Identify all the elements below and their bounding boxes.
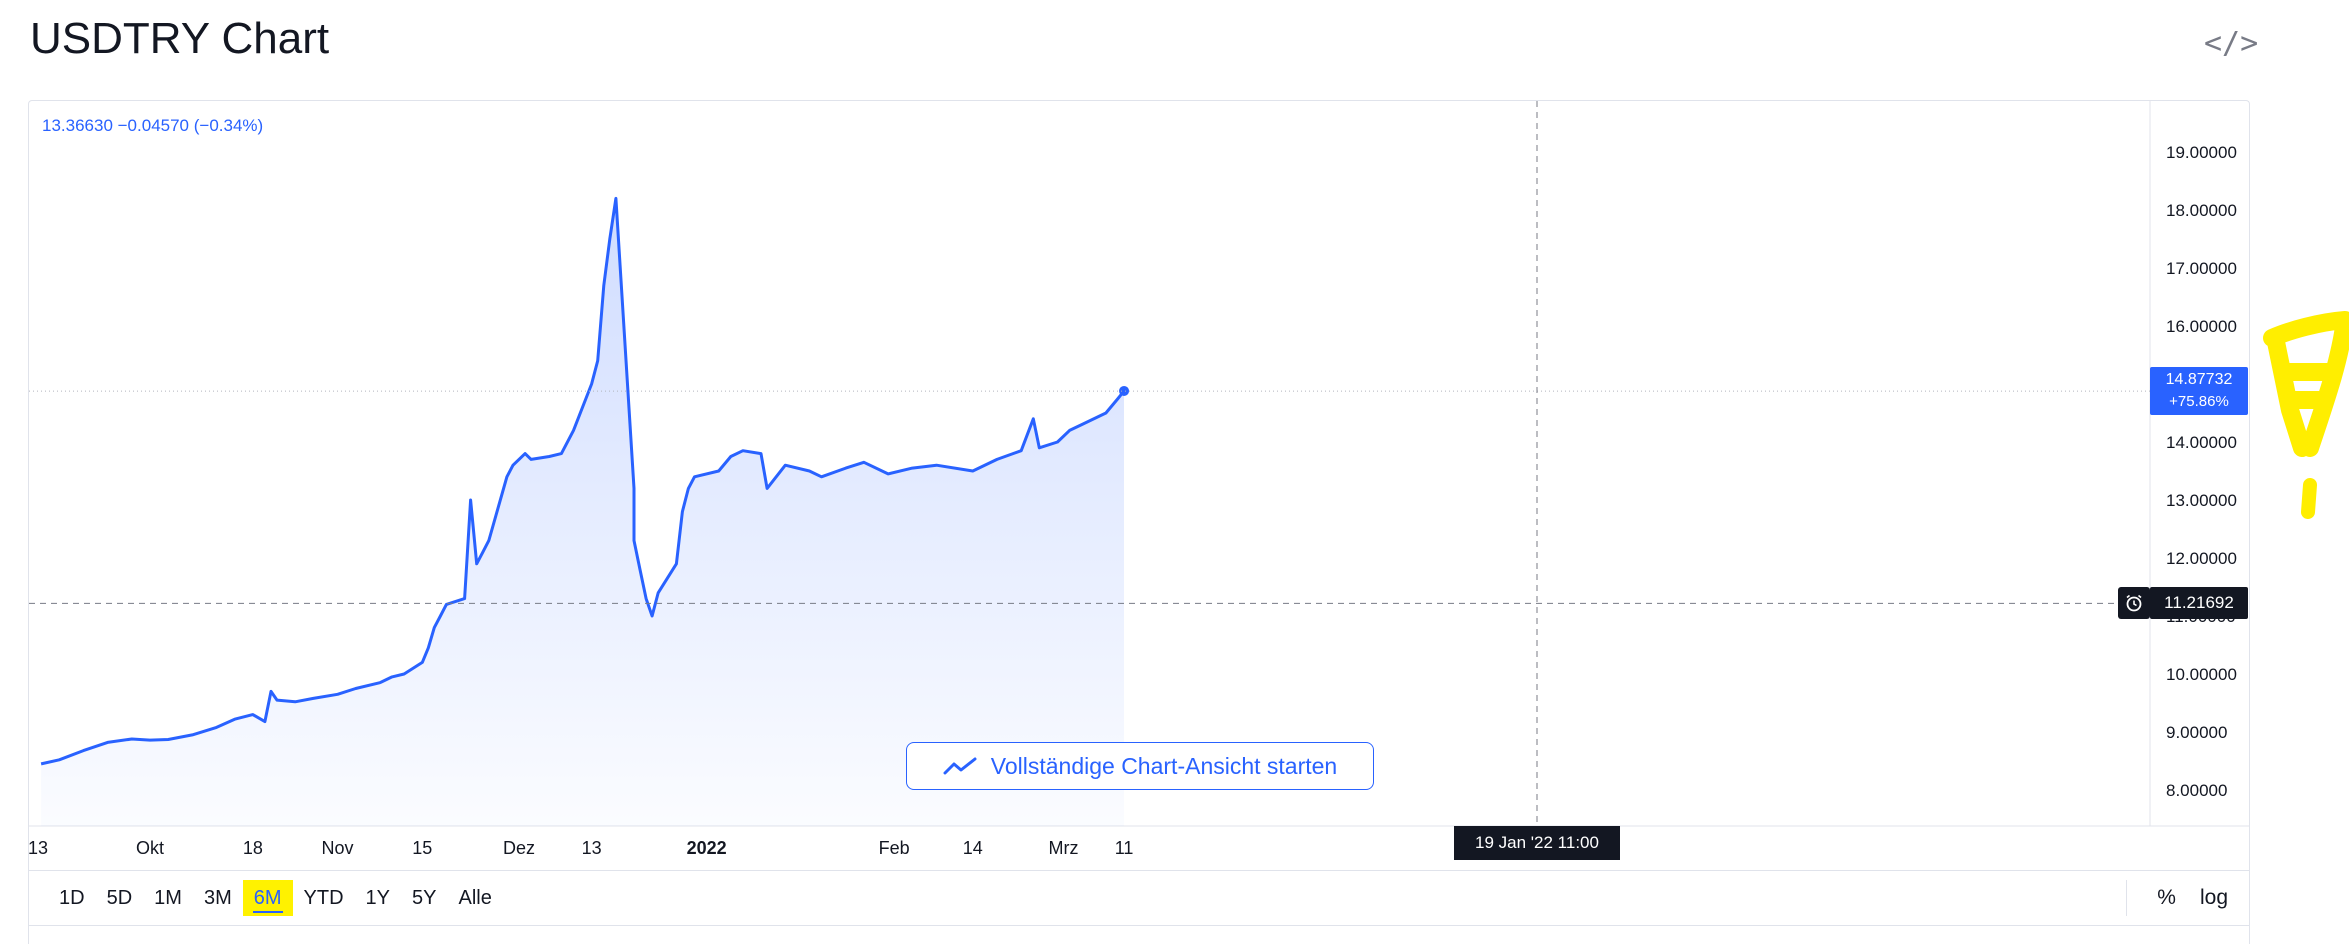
full-chart-button-label: Vollständige Chart-Ansicht starten [990, 752, 1338, 779]
y-tick-label: 19.00000 [2166, 143, 2237, 162]
y-tick-label: 8.00000 [2166, 781, 2227, 800]
range-button-6m[interactable]: 6M [242, 880, 293, 916]
y-tick-label: 14.00000 [2166, 433, 2237, 452]
range-button-1d[interactable]: 1D [59, 887, 85, 909]
scale-tools: % log [2126, 880, 2240, 916]
crosshair-time-tag: 19 Jan '22 11:00 [1454, 826, 1620, 860]
series-area [41, 198, 1125, 826]
log-scale-button[interactable]: log [2199, 886, 2228, 909]
range-button-ytd[interactable]: YTD [303, 887, 344, 909]
last-price-tag: 14.87732 +75.86% [2150, 367, 2248, 416]
full-chart-button[interactable]: Vollständige Chart-Ansicht starten [906, 742, 1374, 790]
x-tick-label: Okt [136, 838, 164, 858]
trend-line-icon [943, 757, 977, 775]
range-button-3m[interactable]: 3M [203, 887, 232, 909]
y-tick-label: 10.00000 [2166, 665, 2237, 684]
y-tick-label: 12.00000 [2166, 549, 2237, 568]
y-tick-label: 18.00000 [2166, 201, 2237, 220]
x-tick-label: Nov [322, 838, 354, 858]
x-tick-label: 11 [1115, 838, 1134, 858]
x-tick-label: 14 [963, 838, 983, 858]
code-icon[interactable]: </> [2204, 26, 2259, 61]
last-price-change: +75.86% [2169, 393, 2229, 411]
x-tick-label: 2022 [687, 838, 727, 858]
range-toolbar: 1D 5D 1M 3M 6M YTD 1Y 5Y Alle % log [28, 870, 2250, 926]
page-title: USDTRY Chart [30, 14, 330, 63]
crosshair-price-tag: 11.21692 [2150, 587, 2248, 620]
percent-scale-button[interactable]: % [2157, 886, 2176, 909]
range-button-alle[interactable]: Alle [458, 887, 492, 909]
toolbar-divider [2126, 880, 2128, 916]
last-point [1119, 385, 1130, 396]
range-button-1m[interactable]: 1M [154, 887, 182, 909]
series-line [40, 196, 1126, 766]
highlight-marker-dot [2301, 478, 2317, 519]
last-price: 14.87732 [2165, 371, 2233, 389]
x-tick-label: Dez [503, 838, 535, 858]
range-button-5d[interactable]: 5D [106, 887, 133, 909]
range-button-1y[interactable]: 1Y [365, 887, 391, 909]
y-tick-label: 17.00000 [2166, 259, 2237, 278]
highlight-marker-scribble [2263, 311, 2349, 457]
y-tick-label: 9.00000 [2166, 723, 2227, 742]
x-tick-label: Feb [879, 838, 910, 858]
range-buttons: 1D 5D 1M 3M 6M YTD 1Y 5Y Alle [48, 880, 503, 916]
alarm-clock-icon[interactable] [2118, 587, 2150, 620]
y-tick-label: 13.00000 [2166, 491, 2237, 510]
x-tick-label: Mrz [1049, 838, 1079, 858]
x-tick-label: 18 [243, 838, 263, 858]
y-tick-label: 16.00000 [2166, 317, 2237, 336]
chart-frame [28, 100, 2250, 944]
range-button-5y[interactable]: 5Y [412, 887, 437, 909]
price-readout: 13.36630 −0.04570 (−0.34%) [42, 116, 264, 135]
x-tick-label: 15 [412, 838, 432, 858]
x-tick-label: 13 [28, 838, 48, 858]
x-tick-label: 13 [582, 838, 602, 858]
